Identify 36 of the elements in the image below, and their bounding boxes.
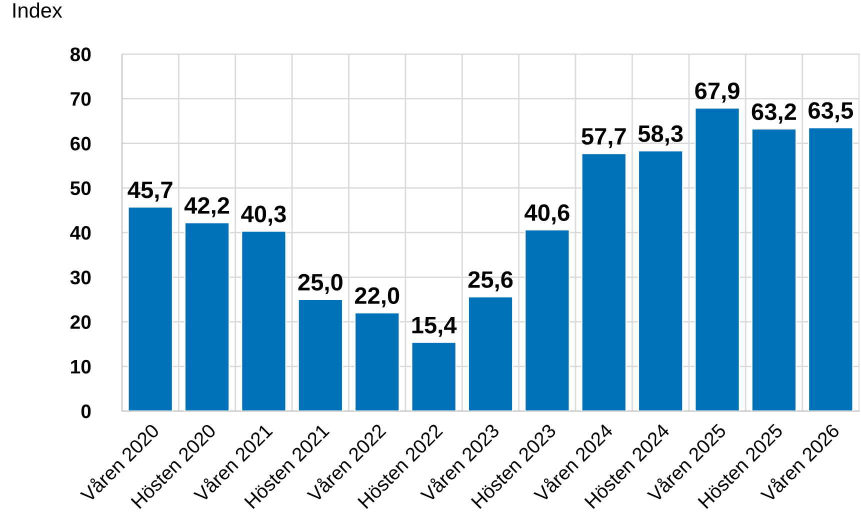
data-label: 63,2 — [752, 103, 796, 124]
y-tick-label: 30 — [70, 270, 91, 284]
data-label: 25,0 — [298, 274, 342, 294]
bar — [128, 206, 174, 412]
y-tick-label: 80 — [70, 47, 91, 62]
y-tick-label: 40 — [70, 226, 91, 240]
data-label: 40,6 — [524, 204, 570, 224]
bar — [694, 107, 740, 412]
data-label: 40,3 — [241, 206, 286, 226]
y-tick-label: 10 — [71, 360, 91, 374]
bar — [241, 230, 286, 412]
bar — [354, 312, 400, 412]
y-tick-label: 50 — [70, 181, 91, 196]
bar — [411, 342, 456, 412]
bar — [184, 222, 230, 412]
data-label: 15,4 — [412, 316, 457, 337]
bar — [581, 152, 627, 412]
y-tick-label: 60 — [70, 136, 91, 150]
data-label: 22,0 — [354, 287, 400, 308]
bar — [638, 150, 684, 412]
y-tick-label: 0 — [81, 404, 91, 418]
y-tick-label: 70 — [70, 92, 91, 106]
y-axis-title: Index — [13, 2, 62, 18]
bar — [298, 298, 344, 412]
data-label: 45,7 — [128, 182, 172, 202]
y-tick-label: 20 — [70, 315, 91, 329]
data-label: 57,7 — [582, 128, 626, 148]
bar — [524, 229, 570, 412]
data-label: 63,5 — [808, 102, 853, 122]
bar — [751, 128, 797, 412]
data-label: 25,6 — [468, 271, 513, 292]
bar — [808, 127, 854, 412]
data-label: 42,2 — [184, 197, 230, 218]
bar — [468, 296, 514, 412]
data-label: 58,3 — [638, 125, 683, 146]
data-label: 67,9 — [695, 82, 740, 103]
